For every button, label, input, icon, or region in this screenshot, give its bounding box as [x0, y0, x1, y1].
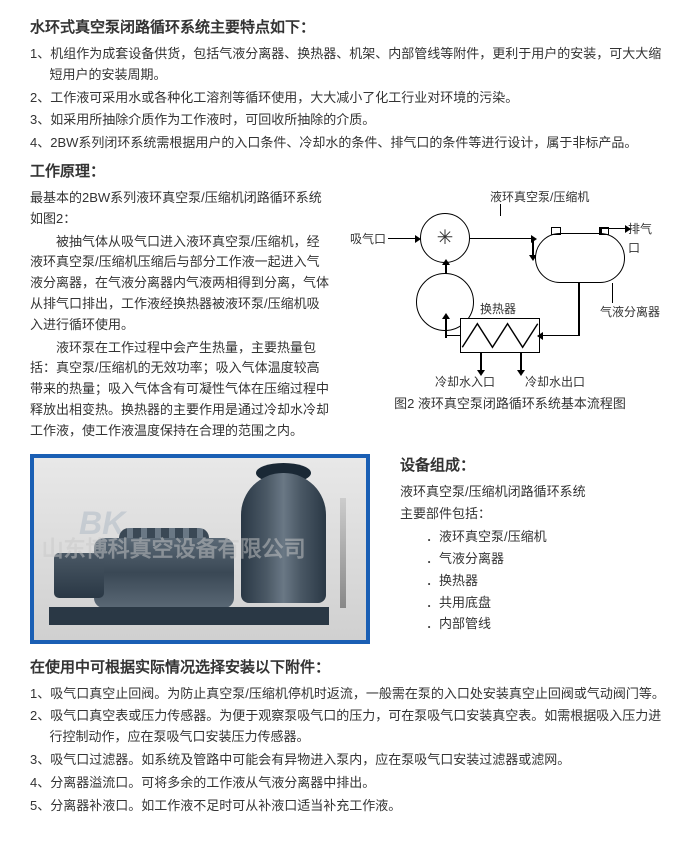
principle-p1: 最基本的2BW系列液环真空泵/压缩机闭路循环系统如图2： — [30, 188, 330, 230]
photo-gauge — [340, 498, 346, 608]
hx-zigzag-icon — [461, 319, 539, 352]
accessory-item: 2、吸气口真空表或压力传感器。为便于观察泵吸气口的压力，可在泵吸气口安装真空表。… — [30, 706, 670, 748]
equipment-title: 设备组成： — [400, 454, 670, 478]
diagram-caption: 图2 液环真空泵闭路循环系统基本流程图 — [350, 394, 670, 415]
leader-line — [500, 204, 501, 216]
heat-exchanger — [460, 318, 540, 353]
principle-title: 工作原理： — [30, 160, 670, 184]
leader-line — [612, 283, 613, 303]
line — [578, 283, 580, 336]
feature-item: 2、工作液可采用水或各种化工溶剂等循环使用，大大减小了化工行业对环境的污染。 — [30, 88, 670, 109]
arrow — [520, 353, 522, 371]
arrow — [445, 264, 447, 274]
component-item: ．内部管线 — [400, 614, 670, 635]
diagram-label-hx: 换热器 — [480, 300, 516, 319]
arrow — [480, 353, 482, 371]
feature-item: 1、机组作为成套设备供货，包括气液分离器、换热器、机架、内部管线等附件，更利于用… — [30, 44, 670, 86]
watermark-text: 山东博科真空设备有限公司 — [42, 531, 306, 566]
diagram-label-coolin: 冷却水入口 — [435, 373, 495, 392]
accessories-title: 在使用中可根据实际情况选择安装以下附件： — [30, 656, 670, 680]
arrow — [388, 238, 416, 240]
component-item: ．液环真空泵/压缩机 — [400, 527, 670, 548]
feature-item: 3、如采用所抽除介质作为工作液时，可回收所抽除的介质。 — [30, 110, 670, 131]
flow-diagram: 液环真空泵/压缩机 吸气口 ✳ 排气口 气液分离器 换热器 — [350, 188, 660, 388]
accessory-item: 5、分离器补液口。如工作液不足时可从补液口适当补充工作液。 — [30, 796, 670, 817]
arrow — [445, 318, 447, 336]
equipment-sub2: 主要部件包括： — [400, 504, 670, 525]
impeller-icon: ✳ — [437, 222, 454, 254]
arrow — [532, 238, 534, 256]
arrow — [542, 335, 578, 337]
photo-row: BK 山东博科真空设备有限公司 设备组成： 液环真空泵/压缩机闭路循环系统 主要… — [30, 454, 670, 644]
diagram-area: 液环真空泵/压缩机 吸气口 ✳ 排气口 气液分离器 换热器 — [350, 188, 670, 444]
component-item: ．气液分离器 — [400, 549, 670, 570]
features-title: 水环式真空泵闭路循环系统主要特点如下： — [30, 16, 670, 40]
diagram-label-outlet: 排气口 — [628, 220, 660, 258]
accessory-item: 4、分离器溢流口。可将多余的工作液从气液分离器中排出。 — [30, 773, 670, 794]
component-item: ．共用底盘 — [400, 593, 670, 614]
principle-row: 最基本的2BW系列液环真空泵/压缩机闭路循环系统如图2： 被抽气体从吸气口进入液… — [30, 188, 670, 444]
diagram-label-pump: 液环真空泵/压缩机 — [490, 188, 589, 207]
diagram-label-separator: 气液分离器 — [600, 303, 660, 322]
accessory-item: 1、吸气口真空止回阀。为防止真空泵/压缩机停机时返流，一般需在泵的入口处安装真空… — [30, 684, 670, 705]
principle-p2: 被抽气体从吸气口进入液环真空泵/压缩机，经液环真空泵/压缩机压缩后与部分工作液一… — [30, 232, 330, 336]
line — [445, 335, 460, 337]
principle-text: 最基本的2BW系列液环真空泵/压缩机闭路循环系统如图2： 被抽气体从吸气口进入液… — [30, 188, 330, 444]
diagram-label-inlet: 吸气口 — [350, 230, 386, 249]
pump-circle: ✳ — [420, 213, 470, 263]
diagram-label-coolout: 冷却水出口 — [525, 373, 585, 392]
equipment-sub1: 液环真空泵/压缩机闭路循环系统 — [400, 482, 670, 503]
equipment-col: 设备组成： 液环真空泵/压缩机闭路循环系统 主要部件包括： ．液环真空泵/压缩机… — [400, 454, 670, 637]
photo-base — [49, 607, 329, 625]
feature-item: 4、2BW系列闭环系统需根据用户的入口条件、冷却水的条件、排气口的条件等进行设计… — [30, 133, 670, 154]
accessory-item: 3、吸气口过滤器。如系统及管路中可能会有异物进入泵内，应在泵吸气口安装过滤器或滤… — [30, 750, 670, 771]
product-photo: BK 山东博科真空设备有限公司 — [30, 454, 370, 644]
principle-p3: 液环泵在工作过程中会产生热量，主要热量包括：真空泵/压缩机的无效功率；吸入气体温… — [30, 338, 330, 442]
separator-shape — [535, 233, 625, 283]
arrow — [470, 238, 532, 240]
component-item: ．换热器 — [400, 571, 670, 592]
